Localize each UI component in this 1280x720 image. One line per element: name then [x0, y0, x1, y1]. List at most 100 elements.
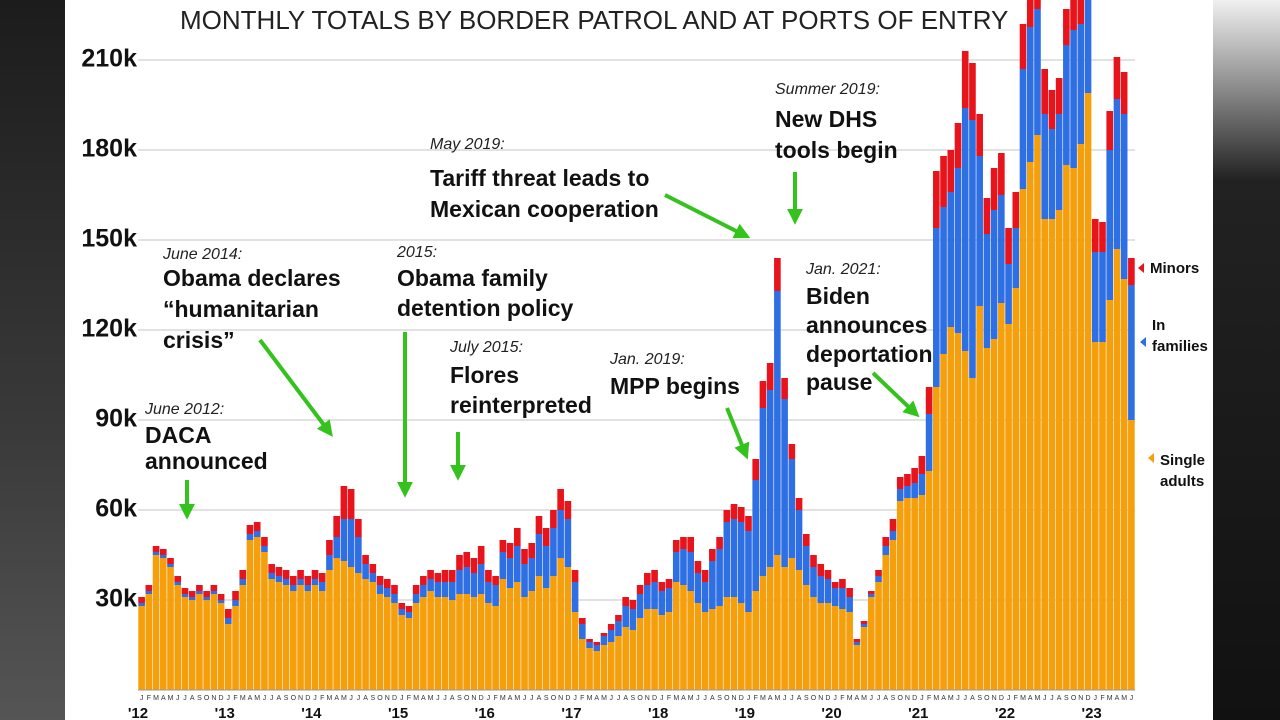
- bar-segment: [831, 588, 839, 606]
- bar-segment: [947, 327, 955, 690]
- bar-segment: [1084, 0, 1092, 93]
- bar-segment: [579, 618, 586, 624]
- bar-segment: [203, 591, 210, 597]
- bar-segment: [1048, 219, 1056, 690]
- x-tick-label: J: [790, 695, 794, 702]
- bar-segment: [629, 630, 637, 690]
- x-tick-label: S: [197, 695, 202, 702]
- bar-segment: [383, 597, 391, 690]
- bar-segment: [759, 381, 767, 408]
- bar-segment: [882, 546, 890, 555]
- bar-segment: [167, 558, 174, 564]
- bar-segment: [600, 636, 608, 645]
- background-left: [0, 0, 65, 720]
- bar-segment: [1055, 114, 1063, 210]
- x-tick-label: J: [487, 695, 491, 702]
- bar-segment: [636, 585, 644, 594]
- x-tick-label: J: [436, 695, 440, 702]
- bar-segment: [253, 537, 261, 690]
- bar-segment: [210, 591, 218, 594]
- bar-segment: [571, 612, 579, 690]
- bar-segment: [232, 600, 239, 606]
- x-tick-label: N: [905, 695, 910, 702]
- bar-segment: [882, 537, 890, 546]
- x-tick-label: A: [855, 695, 860, 702]
- bar-segment: [586, 639, 593, 642]
- bar-segment: [217, 594, 225, 600]
- bar-segment: [535, 534, 543, 576]
- x-tick-label: M: [861, 695, 867, 702]
- bar-segment: [174, 576, 182, 582]
- bar-segment: [723, 597, 731, 690]
- bar-segment: [463, 594, 471, 690]
- x-tick-label: D: [825, 695, 830, 702]
- bar-segment: [434, 573, 442, 582]
- bar-segment: [217, 603, 225, 690]
- bar-segment: [860, 621, 868, 624]
- bar-segment: [1120, 279, 1128, 690]
- bar-segment: [723, 522, 731, 597]
- bar-segment: [1063, 45, 1070, 165]
- bar-segment: [745, 612, 752, 690]
- legend-label: In families: [1152, 317, 1208, 355]
- bar-segment: [795, 510, 803, 570]
- bar-segment: [615, 615, 622, 621]
- x-tick-label: D: [305, 695, 310, 702]
- bar-segment: [441, 570, 449, 582]
- bar-segment: [448, 582, 456, 600]
- annotation-text: pause: [806, 369, 872, 395]
- bar-segment: [889, 519, 897, 531]
- bar-segment: [911, 468, 918, 483]
- bar-segment: [810, 567, 817, 597]
- y-tick-label: 120k: [81, 315, 137, 343]
- bar-segment: [1012, 228, 1020, 288]
- bar-segment: [427, 570, 434, 579]
- x-tick-label: A: [508, 695, 513, 702]
- bar-segment: [1026, 0, 1034, 27]
- bar-segment: [376, 576, 384, 585]
- bar-segment: [542, 588, 550, 690]
- bar-segment: [983, 198, 991, 234]
- bar-segment: [651, 570, 658, 582]
- x-tick-label: A: [1057, 695, 1062, 702]
- year-label: '15: [388, 705, 408, 720]
- bar-segment: [824, 579, 832, 603]
- bar-segment: [398, 615, 406, 690]
- bar-segment: [470, 558, 478, 573]
- bar-segment: [311, 570, 319, 579]
- bar-segment: [506, 558, 514, 588]
- bar-segment: [737, 603, 745, 690]
- x-tick-label: A: [768, 695, 773, 702]
- x-tick-label: J: [270, 695, 274, 702]
- x-tick-label: D: [219, 695, 224, 702]
- x-tick-label: S: [1064, 695, 1069, 702]
- bar-segment: [239, 579, 247, 585]
- bar-segment: [774, 258, 781, 291]
- bar-segment: [513, 546, 521, 582]
- bar-segment: [1070, 168, 1077, 690]
- annotation-date: July 2015:: [449, 339, 523, 356]
- x-tick-label: D: [392, 695, 397, 702]
- bar-segment: [802, 546, 810, 585]
- bar-segment: [1041, 219, 1049, 690]
- y-tick-label: 30k: [95, 585, 137, 613]
- x-tick-label: J: [609, 695, 613, 702]
- bar-segment: [376, 594, 384, 690]
- bar-segment: [680, 549, 687, 585]
- bar-segment: [665, 579, 673, 588]
- bar-segment: [275, 582, 283, 690]
- bar-segment: [268, 564, 275, 573]
- bar-segment: [672, 552, 680, 582]
- bar-segment: [383, 579, 391, 588]
- bar-segment: [860, 627, 868, 690]
- bar-segment: [904, 474, 911, 486]
- x-tick-label: A: [161, 695, 166, 702]
- bar-segment: [188, 600, 196, 690]
- bar-segment: [1005, 264, 1012, 324]
- annotation-text: DACA: [145, 422, 211, 448]
- bar-segment: [752, 459, 760, 480]
- bar-segment: [672, 540, 680, 552]
- bar-segment: [607, 642, 615, 690]
- bar-segment: [275, 567, 283, 576]
- x-tick-label: N: [385, 695, 390, 702]
